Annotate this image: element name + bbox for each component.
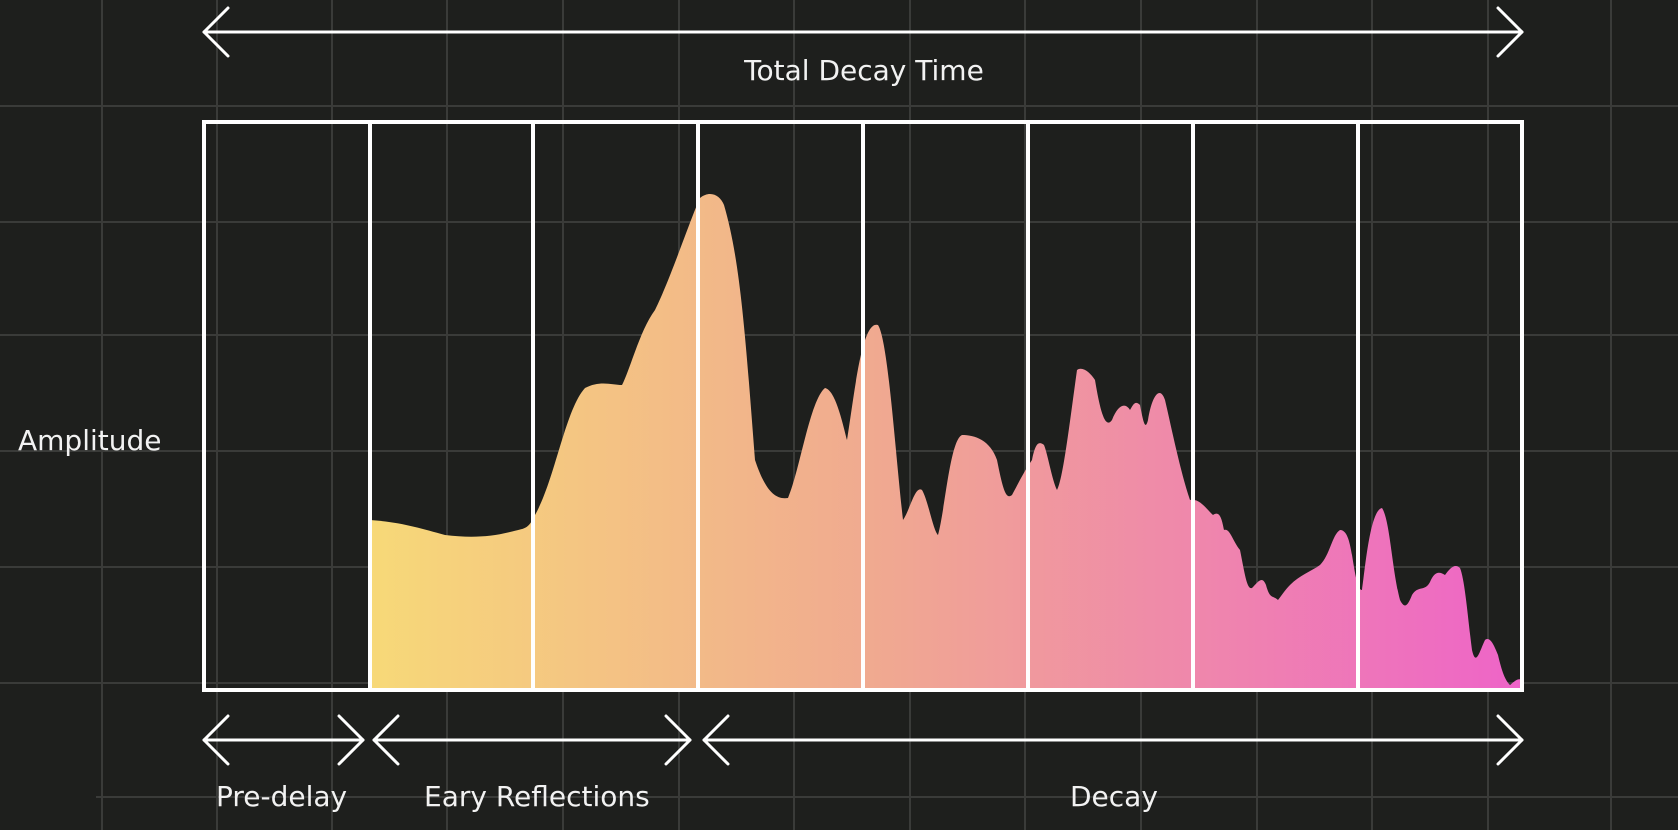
pre-delay-arrow	[202, 714, 365, 766]
amplitude-label: Amplitude	[18, 424, 162, 457]
early-reflections-arrow	[372, 714, 692, 766]
decay-arrow	[702, 714, 1524, 766]
total-decay-time-label: Total Decay Time	[744, 54, 984, 87]
amplitude-waveform	[370, 194, 1522, 690]
total-decay-arrow	[202, 6, 1524, 58]
early-reflections-label: Eary Reflections	[424, 780, 650, 813]
pre-delay-label: Pre-delay	[216, 780, 348, 813]
decay-label: Decay	[1070, 780, 1158, 813]
time-frame	[202, 120, 1524, 692]
